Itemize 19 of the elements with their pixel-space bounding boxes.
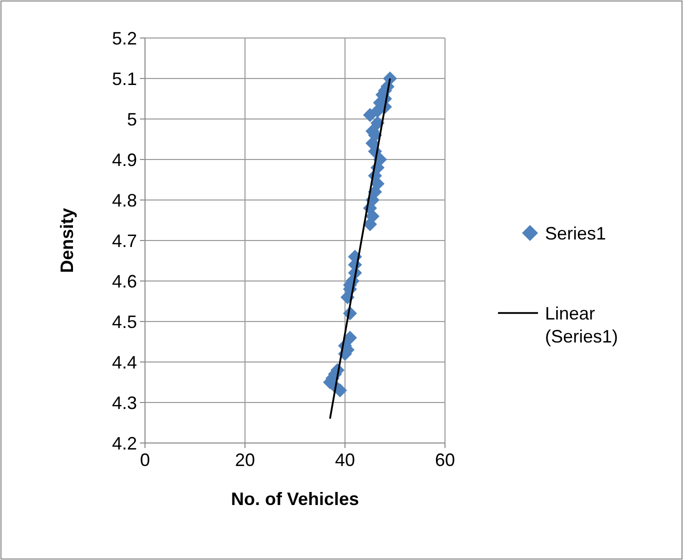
y-tick-label: 5.2 (112, 28, 137, 48)
y-tick-label: 5.1 (112, 68, 137, 89)
y-tick-label: 5 (126, 109, 137, 130)
y-tick-label: 4.7 (112, 230, 137, 251)
x-tick-label: 40 (334, 450, 356, 470)
y-tick-label: 4.2 (112, 433, 137, 454)
y-tick-label: 4.4 (112, 352, 137, 372)
legend-label: Linear (Series1) (545, 303, 618, 347)
y-tick-label: 4.9 (112, 150, 137, 170)
x-tick-label: 20 (234, 450, 256, 470)
y-tick-label: 4.8 (112, 190, 137, 210)
legend-label: Series1 (545, 223, 606, 244)
x-axis-title: No. of Vehicles (230, 489, 360, 509)
y-axis-title: Density (57, 208, 77, 274)
y-tick-label: 4.5 (112, 312, 137, 332)
y-tick-label: 4.6 (112, 271, 137, 292)
x-tick-label: 0 (140, 450, 150, 470)
x-tick-label: 60 (434, 450, 456, 470)
y-tick-label: 4.3 (112, 392, 137, 413)
